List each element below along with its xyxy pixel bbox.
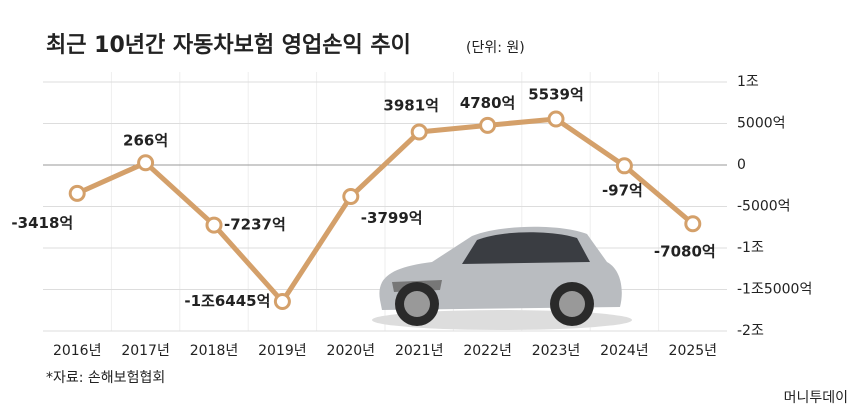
x-tick-label: 2018년: [190, 343, 239, 359]
value-label: -7080억: [654, 242, 716, 260]
value-label: -97억: [602, 181, 643, 199]
y-tick-label: -2조: [737, 323, 764, 339]
point: [342, 188, 360, 206]
value-label: 5539억: [528, 86, 584, 104]
x-tick-label: 2024년: [600, 343, 649, 359]
y-tick-label: 1조: [737, 74, 759, 90]
value-label: -3418억: [11, 214, 73, 232]
y-tick-label: 0: [737, 157, 746, 173]
source: *자료: 손해보험협회: [46, 370, 165, 386]
point: [273, 292, 291, 310]
y-tick-label: 5000억: [737, 116, 786, 132]
value-label: -1조6445억: [184, 292, 270, 310]
x-tick-label: 2023년: [532, 343, 581, 359]
value-label: 4780억: [460, 94, 516, 112]
car-illustration: [372, 226, 632, 330]
x-tick-label: 2025년: [669, 343, 718, 359]
x-tick-label: 2022년: [463, 343, 512, 359]
point: [684, 215, 702, 233]
line: [76, 116, 695, 304]
point: [205, 216, 223, 234]
chart-subtitle: (단위: 원): [466, 40, 525, 56]
x-tick-label: 2017년: [121, 343, 170, 359]
point: [479, 116, 497, 134]
x-tick-label: 2020년: [327, 343, 376, 359]
point: [137, 154, 155, 172]
y-tick-label: -1조5000억: [737, 282, 812, 298]
y-tick-label: -1조: [737, 240, 764, 256]
value-label: 3981억: [383, 96, 439, 114]
value-label: -7237억: [224, 216, 286, 234]
value-label: 266억: [123, 131, 168, 149]
point: [547, 110, 565, 128]
chart-title: 최근 10년간 자동차보험 영업손익 추이: [46, 32, 411, 58]
watermark: 머니투데이: [784, 390, 848, 406]
y-tick-label: -5000억: [737, 199, 791, 215]
x-tick-label: 2021년: [395, 343, 444, 359]
point: [68, 184, 86, 202]
value-label: -3799억: [361, 209, 423, 227]
point: [615, 157, 633, 175]
x-tick-label: 2016년: [53, 343, 102, 359]
point: [410, 123, 428, 141]
x-tick-label: 2019년: [258, 343, 307, 359]
